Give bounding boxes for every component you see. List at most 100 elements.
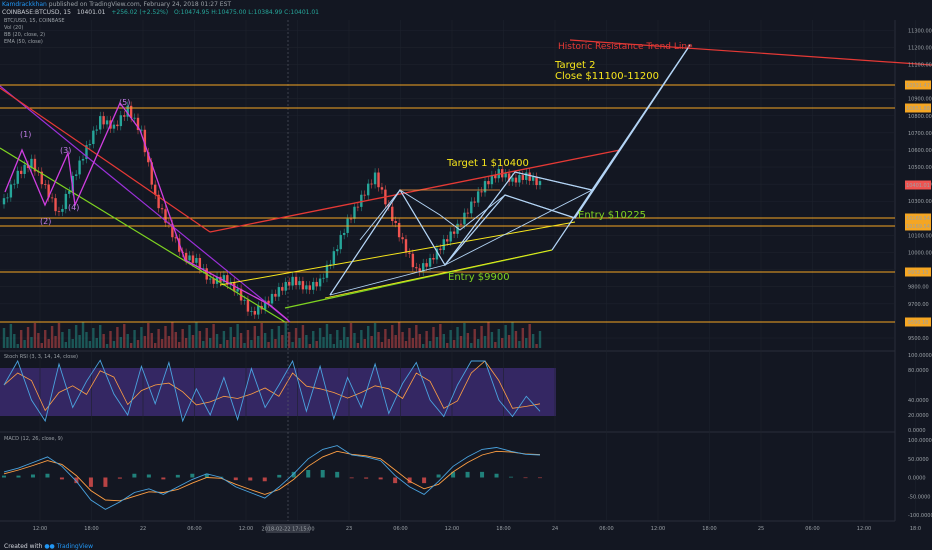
volume-bar bbox=[9, 324, 13, 348]
candle bbox=[78, 160, 81, 175]
time-tick-label: 18:00 bbox=[84, 526, 98, 532]
volume-bar bbox=[538, 331, 542, 348]
candle bbox=[490, 175, 494, 185]
volume-bar bbox=[384, 329, 387, 348]
volume-bar bbox=[421, 344, 425, 348]
candle bbox=[143, 129, 147, 153]
stoch-tick-label: 80.0000 bbox=[908, 368, 929, 374]
candle bbox=[411, 253, 415, 268]
macd-histogram-bar bbox=[494, 473, 499, 478]
volume-bar bbox=[356, 343, 360, 348]
volume-bar bbox=[188, 325, 191, 348]
volume-bar bbox=[99, 325, 102, 348]
wave-label-3: (3) bbox=[60, 146, 72, 155]
green-downtrend-line bbox=[0, 147, 286, 323]
macd-tick-label: 0.0000 bbox=[908, 476, 926, 482]
footer-brand[interactable]: TradingView bbox=[56, 543, 93, 550]
macd-histogram-bar bbox=[291, 471, 296, 478]
volume-bar bbox=[105, 344, 109, 348]
time-tick-label: 06:00 bbox=[805, 526, 819, 532]
candle bbox=[339, 234, 342, 250]
volume-bar bbox=[50, 326, 54, 348]
volume-bar bbox=[270, 329, 274, 348]
macd-histogram-bar bbox=[103, 477, 108, 487]
volume-bar bbox=[88, 341, 92, 348]
candle bbox=[473, 201, 476, 203]
volume-bar bbox=[470, 343, 473, 348]
stoch-title[interactable]: Stoch RSI (3, 3, 14, 14, close) bbox=[4, 354, 78, 360]
candle bbox=[119, 115, 123, 127]
candle bbox=[521, 175, 525, 180]
candle bbox=[470, 201, 473, 214]
volume-bar bbox=[57, 323, 61, 348]
macd-histogram-bar bbox=[523, 477, 528, 479]
macd-histogram-bar bbox=[320, 470, 325, 478]
target1-label: Target 1 $10400 bbox=[447, 158, 529, 169]
volume-bar bbox=[226, 340, 229, 348]
volume-bar bbox=[442, 334, 445, 348]
symbol-label[interactable]: COINBASE:BTCUSD, 15 bbox=[2, 9, 71, 16]
candle bbox=[116, 124, 119, 127]
indicator-3[interactable]: EMA (50, close) bbox=[4, 39, 43, 45]
volume-bar bbox=[432, 327, 435, 348]
price-tick-label: 10500.00 bbox=[908, 165, 932, 171]
volume-bar bbox=[301, 325, 305, 348]
macd-histogram-bar bbox=[436, 474, 441, 478]
candle bbox=[528, 172, 531, 181]
candle bbox=[243, 299, 246, 301]
volume-bar bbox=[253, 326, 257, 348]
volume-bar bbox=[119, 337, 123, 348]
time-tick-label: 12:00 bbox=[239, 526, 253, 532]
publish-text: published on TradingView.com, February 2… bbox=[48, 1, 232, 8]
price-tag-box bbox=[905, 267, 931, 277]
candle bbox=[363, 194, 366, 196]
candle bbox=[442, 239, 445, 251]
price-tick-label: 10900.00 bbox=[908, 97, 932, 103]
volume-bar bbox=[30, 337, 33, 348]
candle bbox=[511, 177, 514, 182]
volume-bar bbox=[233, 337, 236, 348]
volume-bar bbox=[315, 341, 318, 348]
indicator-2[interactable]: BB (20, close, 2) bbox=[4, 32, 46, 38]
author-link[interactable]: Kamdrackkhan bbox=[2, 1, 47, 8]
volume-bar bbox=[23, 340, 26, 348]
candle bbox=[356, 206, 360, 208]
volume-bar bbox=[514, 331, 518, 348]
volume-bar bbox=[71, 339, 74, 348]
entry2-label: Entry $9900 bbox=[448, 272, 510, 283]
target2-projection-upper bbox=[591, 44, 691, 191]
price-tag-label: 10931.47 bbox=[906, 83, 930, 89]
time-tick-label: 25 bbox=[758, 526, 764, 532]
price-tag-box bbox=[905, 213, 931, 223]
candle bbox=[322, 277, 325, 279]
volume-bar bbox=[181, 329, 184, 348]
crosshair-time-box bbox=[266, 524, 310, 533]
macd-title[interactable]: MACD (12, 26, close, 9) bbox=[4, 436, 63, 442]
footer: Created with ●● TradingView bbox=[4, 543, 93, 550]
volume-bar bbox=[61, 332, 64, 348]
indicator-1[interactable]: Vol (20) bbox=[4, 25, 24, 31]
volume-bar bbox=[525, 338, 528, 348]
candle bbox=[394, 220, 397, 223]
stoch-tick-label: 0.0000 bbox=[908, 428, 926, 434]
candle bbox=[336, 249, 339, 252]
candle bbox=[494, 175, 497, 179]
volume-bar bbox=[116, 327, 119, 348]
volume-bar bbox=[2, 328, 6, 348]
volume-bar bbox=[239, 333, 243, 348]
volume-bar bbox=[367, 326, 370, 348]
symbol-bar: COINBASE:BTCUSD, 15 10401.01 +256.02 (+2… bbox=[2, 9, 323, 16]
indicator-list: BTC/USD, 15, COINBASE Vol (20) BB (20, c… bbox=[4, 18, 65, 46]
stoch-tick-label: 20.0000 bbox=[908, 413, 929, 419]
volume-bar bbox=[222, 331, 226, 348]
candle bbox=[332, 251, 336, 265]
candle bbox=[85, 145, 88, 160]
volume-bar bbox=[287, 332, 291, 348]
candle bbox=[318, 278, 322, 287]
indicator-0[interactable]: BTC/USD, 15, COINBASE bbox=[4, 18, 65, 24]
candle bbox=[153, 184, 157, 195]
macd-histogram-bar bbox=[277, 474, 282, 478]
volume-bar bbox=[490, 332, 494, 348]
candle bbox=[81, 159, 85, 161]
